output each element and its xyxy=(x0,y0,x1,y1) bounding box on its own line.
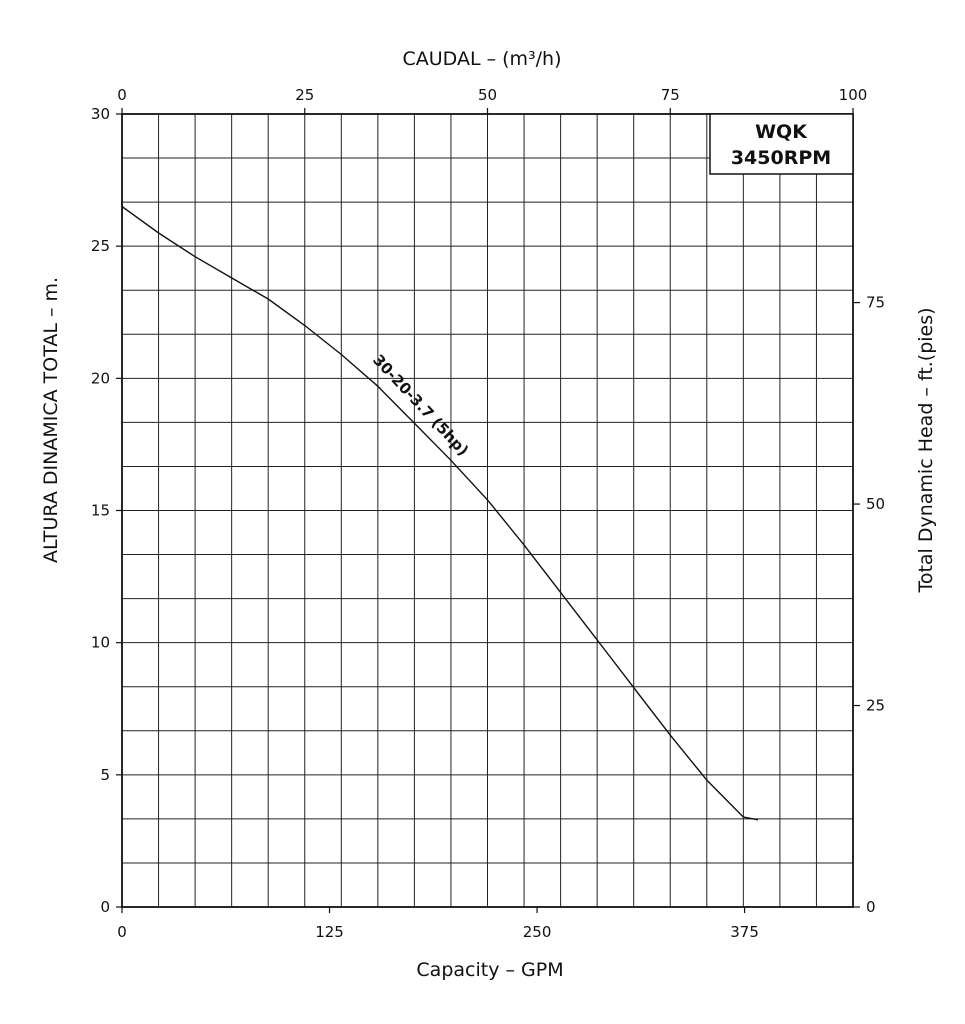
series-line-30-20-3-7 xyxy=(121,205,759,821)
top-axis-title: CAUDAL – (m³/h) xyxy=(402,48,561,70)
left-tick-label: 30 xyxy=(91,105,110,123)
left-tick-label: 10 xyxy=(91,634,110,652)
left-tick-label: 25 xyxy=(91,237,110,255)
bottom-tick-label: 0 xyxy=(117,923,127,941)
series-label: 30-20-3.7 (5hp) xyxy=(369,351,472,459)
right-tick-label: 0 xyxy=(866,898,876,916)
model-label-box: WQK 3450RPM xyxy=(709,113,854,175)
top-tick-label: 0 xyxy=(117,86,127,104)
right-tick-label: 75 xyxy=(866,294,885,312)
left-tick-label: 15 xyxy=(91,502,110,520)
model-name: WQK xyxy=(755,121,808,143)
model-rpm: 3450RPM xyxy=(731,147,831,169)
grid xyxy=(121,113,854,908)
right-tick-label: 25 xyxy=(866,697,885,715)
left-tick-label: 0 xyxy=(100,898,110,916)
bottom-tick-label: 125 xyxy=(315,923,344,941)
right-axis-title: Total Dynamic Head – ft.(pies) xyxy=(915,307,937,593)
bottom-tick-label: 375 xyxy=(730,923,759,941)
left-tick-label: 5 xyxy=(100,766,110,784)
bottom-tick-label: 250 xyxy=(523,923,552,941)
tick-labels: 0 25 50 75 100 0 125 250 375 0 5 10 15 20 25 30 0 25 50 75 xyxy=(91,86,885,941)
right-tick-label: 50 xyxy=(866,495,885,513)
left-axis-title: ALTURA DINAMICA TOTAL – m. xyxy=(40,277,62,563)
top-tick-label: 25 xyxy=(295,86,314,104)
left-tick-label: 20 xyxy=(91,369,110,387)
top-tick-label: 100 xyxy=(839,86,868,104)
bottom-axis-title: Capacity – GPM xyxy=(416,959,563,981)
top-tick-label: 50 xyxy=(478,86,497,104)
top-tick-label: 75 xyxy=(661,86,680,104)
